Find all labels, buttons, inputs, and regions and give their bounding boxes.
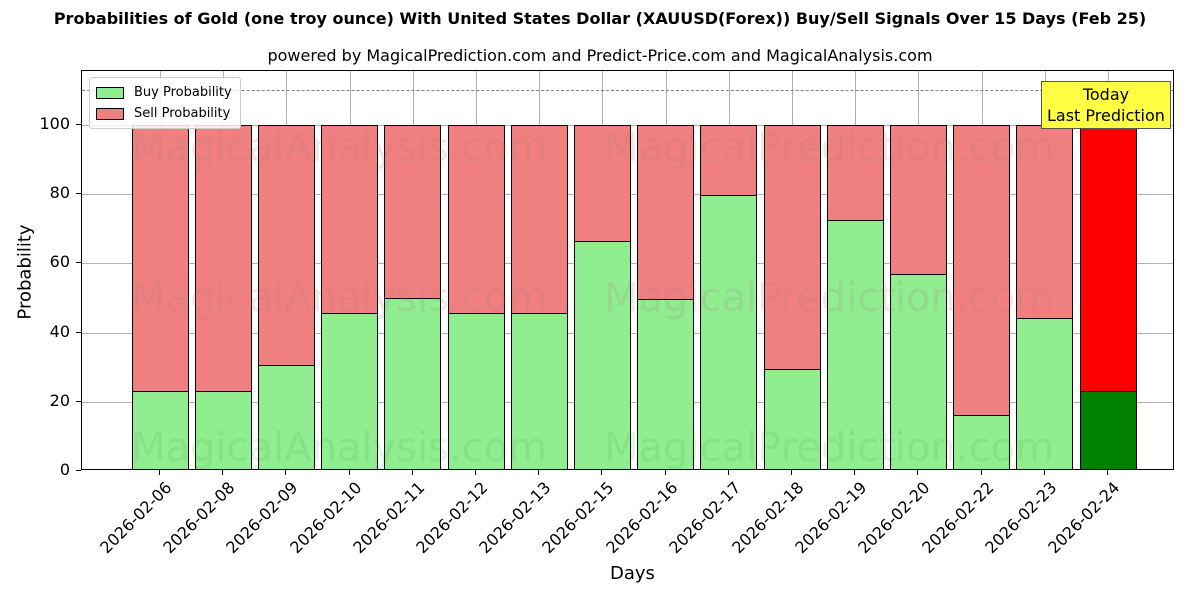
bar-sell-2026-02-16 xyxy=(637,125,695,301)
y-tick-label: 100 xyxy=(39,114,70,133)
bar-buy-2026-02-20 xyxy=(889,274,947,469)
plot-area: MagicalAnalysis.comMagicalPrediction.com… xyxy=(81,70,1174,470)
bar-sell-2026-02-24 xyxy=(1079,125,1137,393)
x-tick xyxy=(411,470,413,475)
y-tick-label: 60 xyxy=(49,252,70,272)
y-tick-label: 0 xyxy=(59,460,70,479)
x-axis-label: Days xyxy=(610,563,655,584)
bar-sell-2026-02-09 xyxy=(257,125,315,367)
x-tick xyxy=(727,470,729,475)
bar-buy-2026-02-06 xyxy=(131,391,189,469)
y-axis-label: Probability xyxy=(14,224,36,320)
bar-buy-2026-02-22 xyxy=(953,414,1011,469)
bar-buy-2026-02-19 xyxy=(826,220,884,469)
reference-dashed-line xyxy=(82,90,1173,92)
chart-subtitle: powered by MagicalPrediction.com and Pre… xyxy=(267,46,933,65)
buy-swatch-icon xyxy=(96,86,124,99)
bar-buy-2026-02-24 xyxy=(1079,391,1137,469)
bar-sell-2026-02-12 xyxy=(447,125,505,314)
y-tick-label: 40 xyxy=(49,321,70,341)
x-tick xyxy=(285,470,287,475)
bar-sell-2026-02-20 xyxy=(889,125,947,276)
bar-sell-2026-02-19 xyxy=(826,125,884,222)
bar-sell-2026-02-10 xyxy=(321,125,379,314)
chart-title: Probabilities of Gold (one troy ounce) W… xyxy=(53,9,1147,28)
sell-swatch-icon xyxy=(96,107,124,120)
bar-sell-2026-02-06 xyxy=(131,125,189,393)
bar-buy-2026-02-09 xyxy=(257,365,315,469)
bar-buy-2026-02-18 xyxy=(763,368,821,469)
bar-buy-2026-02-08 xyxy=(194,391,252,469)
x-tick xyxy=(601,470,603,475)
x-tick xyxy=(475,470,476,475)
bar-buy-2026-02-10 xyxy=(321,312,379,469)
y-tick xyxy=(76,331,81,333)
bar-buy-2026-02-16 xyxy=(637,299,695,469)
x-tick xyxy=(159,470,160,475)
y-tick xyxy=(76,470,81,471)
x-tick xyxy=(664,470,666,475)
bar-sell-2026-02-15 xyxy=(573,125,631,242)
bar-buy-2026-02-17 xyxy=(700,194,758,469)
bar-sell-2026-02-18 xyxy=(763,125,821,370)
annotation-line-last-prediction: Last Prediction xyxy=(1047,106,1165,125)
bar-sell-2026-02-11 xyxy=(384,125,442,299)
bar-buy-2026-02-13 xyxy=(510,312,568,469)
y-tick xyxy=(76,193,81,195)
x-tick xyxy=(222,470,224,475)
bar-sell-2026-02-17 xyxy=(700,125,758,196)
x-tick xyxy=(538,470,540,475)
x-tick xyxy=(348,470,350,475)
bar-buy-2026-02-15 xyxy=(573,240,631,469)
y-tick-label: 20 xyxy=(49,390,70,410)
legend: Buy Probability Sell Probability xyxy=(89,77,241,129)
x-tick xyxy=(854,470,856,475)
bar-buy-2026-02-11 xyxy=(384,298,442,469)
x-tick xyxy=(791,470,792,475)
y-tick-label: 80 xyxy=(49,183,70,203)
y-tick xyxy=(76,124,81,125)
today-annotation: Today Last Prediction xyxy=(1041,81,1171,129)
legend-item-buy: Buy Probability xyxy=(96,82,232,103)
annotation-line-today: Today xyxy=(1082,85,1130,104)
y-tick xyxy=(76,400,81,402)
bar-sell-2026-02-22 xyxy=(953,125,1011,416)
x-tick xyxy=(1107,470,1108,475)
legend-buy-label: Buy Probability xyxy=(134,85,232,100)
x-tick xyxy=(917,470,919,475)
legend-item-sell: Sell Probability xyxy=(96,103,232,124)
bar-buy-2026-02-12 xyxy=(447,312,505,469)
x-tick xyxy=(980,470,982,475)
y-tick xyxy=(76,262,81,264)
bar-sell-2026-02-08 xyxy=(194,125,252,393)
legend-sell-label: Sell Probability xyxy=(134,106,231,121)
bar-buy-2026-02-23 xyxy=(1016,318,1074,469)
x-tick xyxy=(1043,470,1045,475)
bar-sell-2026-02-23 xyxy=(1016,125,1074,320)
bar-sell-2026-02-13 xyxy=(510,125,568,314)
